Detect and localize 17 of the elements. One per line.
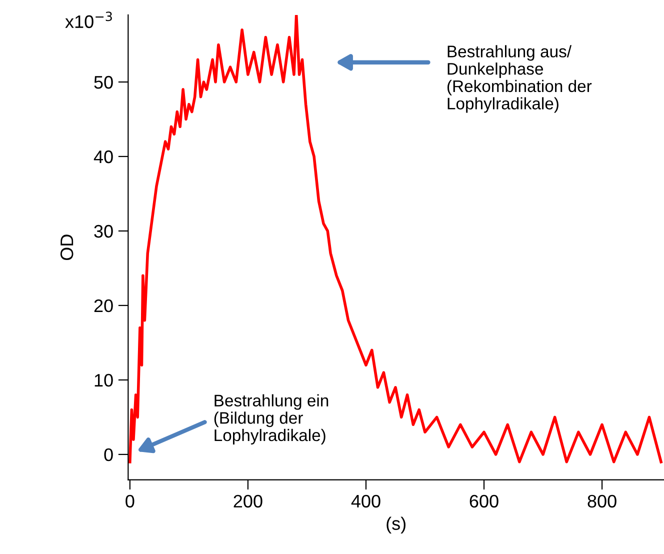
y-tick-label: 20 [94, 299, 113, 312]
line-series [128, 14, 662, 464]
x-axis-title: (s) [386, 516, 406, 534]
y-tick-label: 50 [94, 76, 113, 89]
x-tick-label: 600 [470, 494, 498, 508]
annotation: Bestrahlung ein (Bildung der Lophylradikale) [214, 394, 328, 444]
y-tick-label: 30 [94, 224, 113, 238]
x-tick-label: 0 [126, 494, 134, 508]
text: x10$^{−3}$ [65, 12, 112, 28]
y-tick-label: 0 [104, 448, 113, 462]
y-tick-label: 40 [94, 150, 113, 164]
x-tick-label: 400 [351, 494, 380, 508]
x-tick-label: 800 [588, 494, 616, 508]
x-tick-label: 200 [234, 494, 262, 508]
y-tick-label: 10 [94, 374, 113, 387]
y-axis-title: OD [60, 234, 74, 260]
annotation: Bestrahlung aus/ Dunkelphase (Rekombination der Lophylradikale) [447, 45, 592, 113]
